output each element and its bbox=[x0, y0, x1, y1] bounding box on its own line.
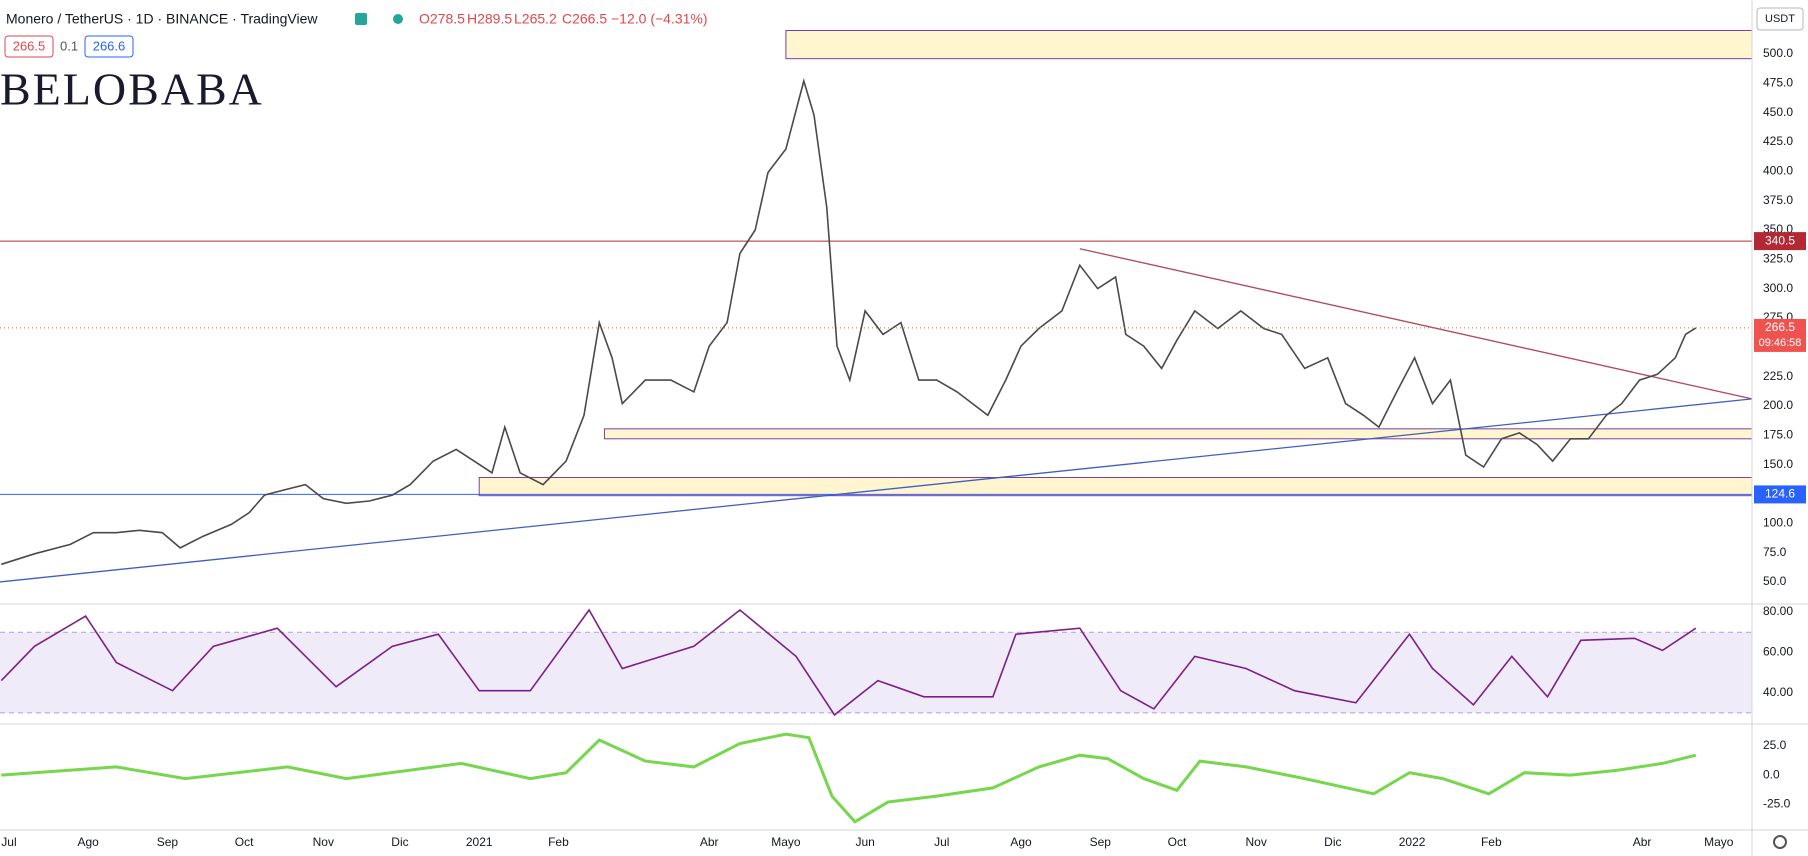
y-tick-label: 25.0 bbox=[1763, 738, 1787, 752]
currency[interactable]: USDT bbox=[1765, 13, 1795, 25]
y-tick-label: 100.0 bbox=[1763, 515, 1793, 529]
x-tick-label: Sep bbox=[157, 835, 179, 849]
series-line bbox=[1, 732, 1697, 824]
y-tick-label: 60.00 bbox=[1763, 645, 1793, 659]
indicator-box[interactable] bbox=[84, 35, 134, 58]
plot bbox=[0, 30, 1753, 824]
x-tick-label: Ago bbox=[77, 835, 99, 849]
zone bbox=[478, 477, 1753, 497]
x-tick-label: Oct bbox=[235, 835, 254, 849]
last-price-label: 266.5 bbox=[1765, 320, 1795, 334]
y-tick-label: 425.0 bbox=[1763, 134, 1793, 148]
x-tick-label: Abr bbox=[1633, 835, 1652, 849]
x-tick-label: 2022 bbox=[1399, 835, 1426, 849]
y-tick-label: 475.0 bbox=[1763, 75, 1793, 89]
x-tick-label: Jun bbox=[855, 835, 874, 849]
y-tick-label: 225.0 bbox=[1763, 369, 1793, 383]
y-tick-label: 0.0 bbox=[1763, 767, 1780, 781]
indicator-value: 266.5 bbox=[13, 38, 46, 53]
x-tick-label: Feb bbox=[548, 835, 569, 849]
x-tick-label: Jul bbox=[934, 835, 949, 849]
x-tick-label: Oct bbox=[1168, 835, 1187, 849]
y-tick-label: -25.0 bbox=[1763, 796, 1791, 810]
indicator-value: 266.6 bbox=[93, 38, 126, 53]
status-icon[interactable] bbox=[393, 14, 403, 24]
symbol[interactable]: Monero / TetherUS · 1D · BINANCE · Tradi… bbox=[6, 11, 318, 27]
x-tick-label: Sep bbox=[1090, 835, 1112, 849]
y-tick-label: 200.0 bbox=[1763, 398, 1793, 412]
countdown: 09:46:58 bbox=[1759, 337, 1802, 349]
x-tick-label: Abr bbox=[700, 835, 719, 849]
x-tick-label: Dic bbox=[391, 835, 408, 849]
y-tick-label: 75.0 bbox=[1763, 545, 1787, 559]
low-value: L265.2 bbox=[514, 11, 557, 27]
flag-icon[interactable] bbox=[355, 13, 367, 25]
y-tick-label: 175.0 bbox=[1763, 427, 1793, 441]
y-tick-label: 80.00 bbox=[1763, 604, 1793, 618]
series-line bbox=[0, 608, 1697, 717]
y-tick-label: 325.0 bbox=[1763, 251, 1793, 265]
y-tick-label: 40.00 bbox=[1763, 685, 1793, 699]
x-tick-label: Mayo bbox=[771, 835, 801, 849]
currency-button[interactable] bbox=[1756, 7, 1804, 31]
x-tick-label: Mayo bbox=[1704, 835, 1734, 849]
indicator-box[interactable] bbox=[4, 35, 54, 58]
x-tick-label: 2021 bbox=[466, 835, 493, 849]
close-value: C266.5 bbox=[562, 11, 607, 27]
x-tick-label: Jul bbox=[1, 835, 16, 849]
y-tick-label: 300.0 bbox=[1763, 281, 1793, 295]
zone bbox=[603, 428, 1753, 440]
indicator-value: 0.1 bbox=[60, 38, 78, 53]
open-value: O278.5 bbox=[419, 11, 465, 27]
axes: 50.075.0100.0125.0150.0175.0200.0225.025… bbox=[1, 46, 1806, 849]
trendline bbox=[1079, 248, 1753, 400]
y-tick-label: 400.0 bbox=[1763, 163, 1793, 177]
zone bbox=[785, 30, 1753, 60]
high-value: H289.5 bbox=[467, 11, 512, 27]
y-tick-label: 150.0 bbox=[1763, 457, 1793, 471]
rsi-band bbox=[0, 632, 1752, 713]
last-price-bg bbox=[1754, 318, 1806, 352]
x-tick-label: Feb bbox=[1481, 835, 1502, 849]
price-label: 124.6 bbox=[1765, 487, 1795, 501]
series-line bbox=[1, 78, 1697, 566]
logo: BELOBABA bbox=[0, 64, 264, 115]
x-tick-label: Nov bbox=[313, 835, 334, 849]
y-tick-label: 450.0 bbox=[1763, 105, 1793, 119]
change-value: −12.0 (−4.31%) bbox=[611, 11, 708, 27]
y-tick-label: 500.0 bbox=[1763, 46, 1793, 60]
x-tick-label: Ago bbox=[1010, 835, 1032, 849]
x-tick-label: Nov bbox=[1246, 835, 1267, 849]
price-label: 340.5 bbox=[1765, 233, 1795, 247]
x-tick-label: Dic bbox=[1324, 835, 1341, 849]
y-tick-label: 50.0 bbox=[1763, 574, 1787, 588]
price-label-bg bbox=[1754, 485, 1806, 504]
price-label-bg bbox=[1754, 232, 1806, 251]
settings-icon[interactable] bbox=[1773, 835, 1787, 849]
y-tick-label: 375.0 bbox=[1763, 193, 1793, 207]
